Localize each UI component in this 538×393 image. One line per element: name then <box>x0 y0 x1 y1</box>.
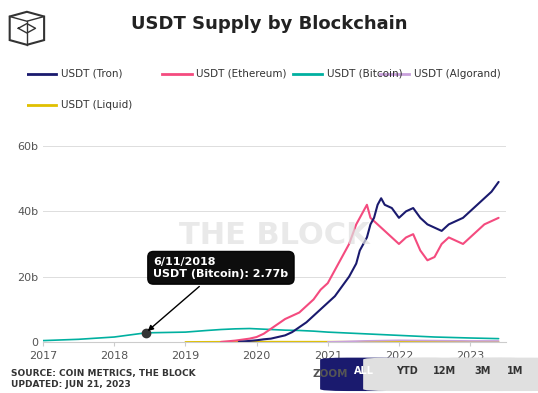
FancyBboxPatch shape <box>320 358 409 391</box>
FancyBboxPatch shape <box>363 358 452 391</box>
FancyBboxPatch shape <box>471 358 538 391</box>
Text: USDT (Liquid): USDT (Liquid) <box>61 100 132 110</box>
Text: USDT (Tron): USDT (Tron) <box>61 69 122 79</box>
Text: USDT (Bitcoin): USDT (Bitcoin) <box>327 69 403 79</box>
Text: ZOOM: ZOOM <box>312 369 348 379</box>
Text: USDT Supply by Blockchain: USDT Supply by Blockchain <box>131 15 407 33</box>
Text: THE BLOCK: THE BLOCK <box>179 221 370 250</box>
FancyBboxPatch shape <box>438 358 527 391</box>
Text: USDT (Ethereum): USDT (Ethereum) <box>196 69 287 79</box>
Text: ALL: ALL <box>354 366 374 376</box>
Text: 6/11/2018
USDT (Bitcoin): 2.77b: 6/11/2018 USDT (Bitcoin): 2.77b <box>149 257 288 330</box>
FancyBboxPatch shape <box>401 358 490 391</box>
Text: 1M: 1M <box>507 366 523 376</box>
Text: USDT (Algorand): USDT (Algorand) <box>414 69 501 79</box>
Text: YTD: YTD <box>397 366 418 376</box>
Text: 3M: 3M <box>475 366 491 376</box>
Text: 12M: 12M <box>434 366 456 376</box>
Text: SOURCE: COIN METRICS, THE BLOCK
UPDATED: JUN 21, 2023: SOURCE: COIN METRICS, THE BLOCK UPDATED:… <box>11 369 195 389</box>
